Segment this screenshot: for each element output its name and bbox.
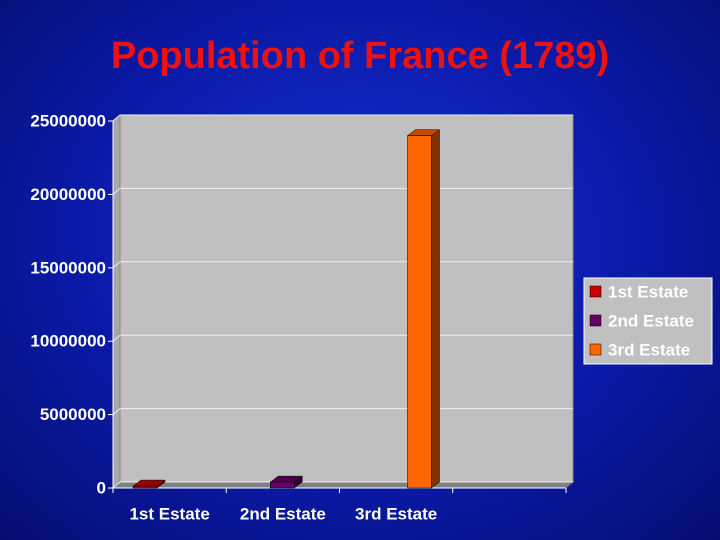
y-tick-label: 5000000 bbox=[40, 405, 106, 424]
grid-line bbox=[112, 408, 121, 415]
bar-side bbox=[431, 129, 440, 489]
y-tick-label: 25000000 bbox=[30, 111, 106, 130]
legend-swatch bbox=[589, 285, 602, 298]
grid-line bbox=[112, 188, 121, 195]
x-tick-label: 1st Estate bbox=[129, 504, 209, 523]
floor bbox=[111, 481, 575, 489]
x-tick-label: 3rd Estate bbox=[355, 504, 437, 523]
grid-line bbox=[112, 481, 121, 489]
y-tick-label: 15000000 bbox=[30, 258, 106, 277]
legend-label: 2nd Estate bbox=[608, 311, 694, 330]
back-wall bbox=[119, 114, 574, 483]
bar bbox=[407, 135, 432, 489]
x-tick-label: 2nd Estate bbox=[240, 504, 326, 523]
side-wall bbox=[112, 113, 121, 490]
grid-line bbox=[112, 334, 121, 342]
legend-label: 1st Estate bbox=[608, 282, 688, 301]
y-tick-label: 20000000 bbox=[30, 185, 106, 204]
bar bbox=[132, 485, 158, 489]
legend-box bbox=[583, 277, 713, 365]
chart-title: Population of France (1789) bbox=[111, 35, 609, 77]
legend-label: 3rd Estate bbox=[608, 340, 690, 359]
legend-swatch bbox=[589, 343, 602, 356]
bar bbox=[270, 481, 295, 489]
y-tick-label: 0 bbox=[97, 478, 106, 497]
legend-swatch bbox=[589, 314, 602, 327]
grid-line bbox=[112, 114, 121, 122]
grid-line bbox=[112, 261, 121, 269]
y-tick-label: 10000000 bbox=[30, 332, 106, 351]
